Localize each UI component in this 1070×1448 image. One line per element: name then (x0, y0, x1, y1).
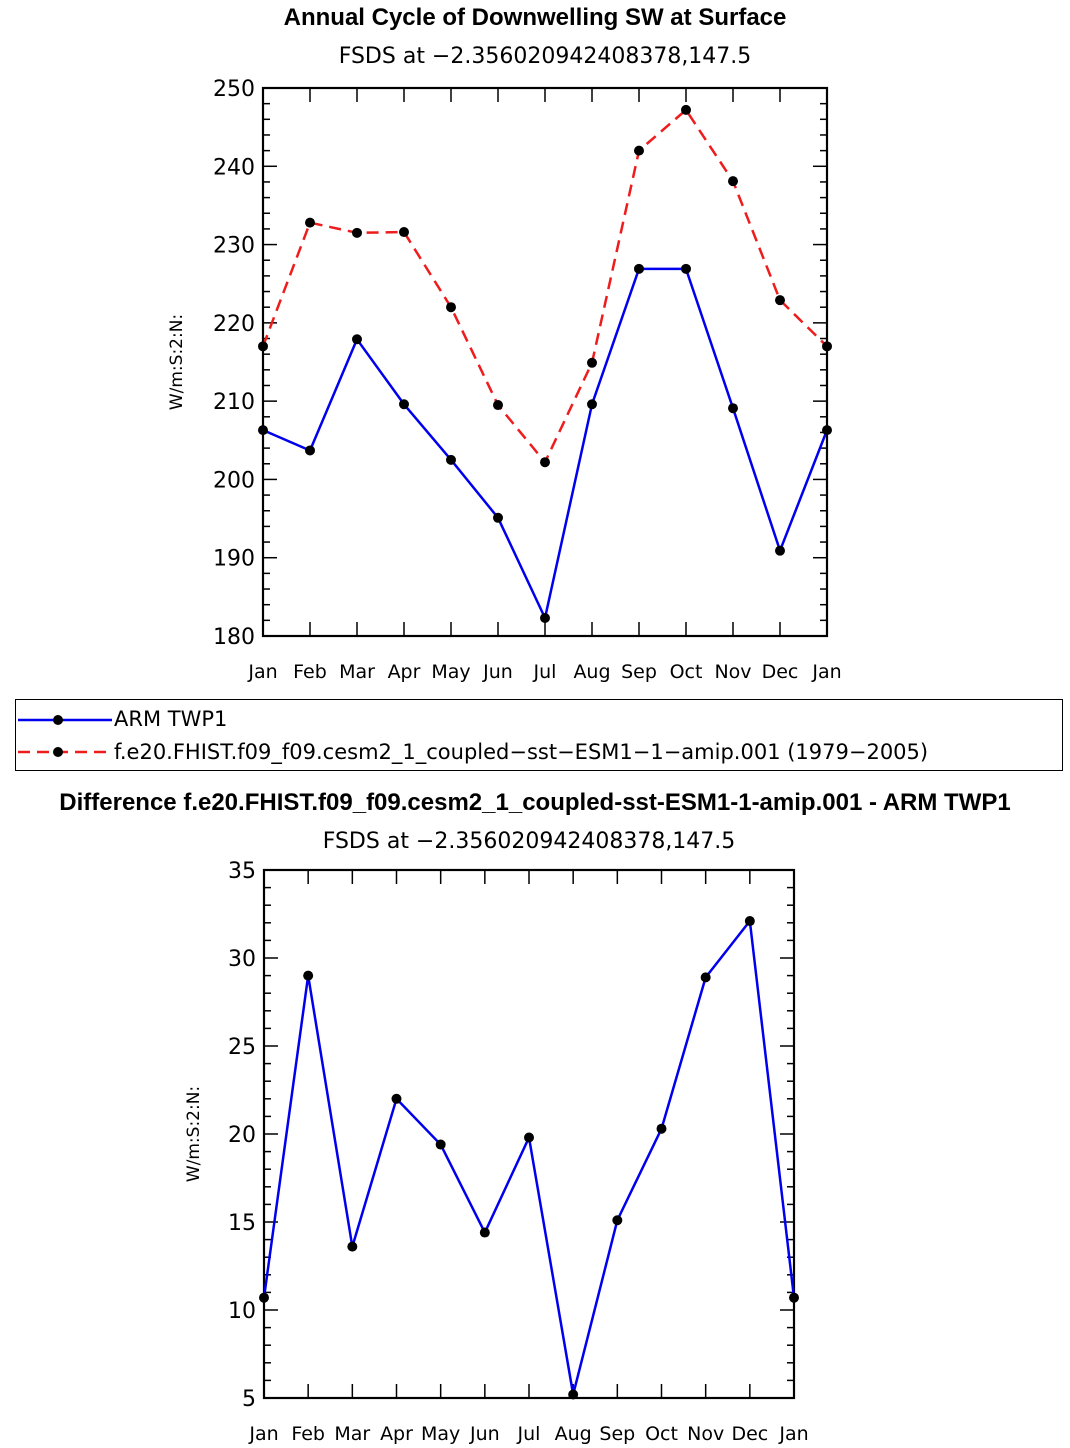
x-tick-label: Apr (380, 1423, 413, 1445)
chart1-subtitle: FSDS at −2.356020942408378,147.5 (338, 44, 752, 69)
legend-entry-arm: ARM TWP1 (16, 702, 227, 736)
data-point-0 (305, 445, 315, 456)
y-tick-label: 220 (213, 312, 255, 337)
data-point-0 (352, 334, 362, 345)
data-point-0 (587, 399, 597, 410)
y-tick-label: 230 (213, 234, 255, 259)
x-tick-label: Mar (334, 1423, 370, 1445)
x-tick-label: Apr (388, 661, 421, 683)
x-tick-label: Mar (339, 661, 375, 683)
series-line-0 (262, 267, 829, 620)
x-tick-label: Aug (573, 661, 610, 683)
y-tick-label: 25 (228, 1035, 256, 1060)
x-tick-label: Nov (687, 1423, 724, 1445)
data-point-1 (399, 227, 409, 238)
x-tick-label: Jan (248, 1423, 278, 1445)
x-tick-label: Sep (599, 1423, 635, 1445)
data-point-0 (775, 545, 785, 556)
x-tick-label: Jan (811, 661, 841, 683)
data-point-1 (352, 227, 362, 238)
y-axis-label: W/m:S:2:N: (167, 314, 187, 410)
data-point-1 (258, 341, 268, 352)
data-point-0 (524, 1132, 534, 1143)
y-tick-label: 30 (228, 947, 256, 972)
data-point-0 (568, 1389, 579, 1400)
chart1-plot: 180 190 200 210 220 230 240 250 Jan Feb Mar Apr May J… (167, 77, 842, 683)
data-point-0 (258, 425, 268, 436)
y-tick-label: 250 (213, 77, 255, 102)
legend-swatch-arm (18, 715, 112, 725)
data-point-0 (700, 972, 711, 983)
data-point-0 (540, 612, 550, 623)
x-tick-label: Oct (670, 661, 703, 683)
series-line-1 (261, 108, 828, 464)
x-tick-label: Feb (293, 661, 327, 683)
x-tick-label: Jun (469, 1423, 500, 1445)
data-point-1 (540, 457, 550, 468)
y-tick-label: 15 (228, 1211, 256, 1236)
y-axis-label: W/m:S:2:N: (184, 1086, 204, 1182)
y-tick-label: 20 (228, 1123, 256, 1148)
chart2-plot: 5 10 15 20 25 30 35 Jan Feb Mar Apr May Jun Jul Aug Sep… (184, 859, 809, 1445)
data-point-0 (399, 399, 409, 410)
chart1-legend: ARM TWP1 f.e20.FHIST.f09_f09.cesm2_1_cou… (15, 699, 1063, 771)
x-tick-label: May (431, 661, 470, 683)
data-point-1 (587, 357, 597, 368)
data-point-0 (259, 1292, 269, 1303)
data-point-0 (634, 263, 644, 274)
legend-label-model: f.e20.FHIST.f09_f09.cesm2_1_coupled−sst−… (114, 740, 929, 764)
data-point-0 (789, 1292, 799, 1303)
data-point-0 (822, 425, 832, 436)
data-point-0 (391, 1093, 402, 1104)
data-point-0 (744, 916, 755, 927)
legend-entry-model: f.e20.FHIST.f09_f09.cesm2_1_coupled−sst−… (16, 735, 928, 769)
chart2-subtitle: FSDS at −2.356020942408378,147.5 (322, 829, 736, 854)
data-point-0 (656, 1123, 667, 1134)
data-point-0 (493, 512, 503, 523)
x-tick-label: Jan (247, 661, 277, 683)
y-tick-label: 200 (213, 468, 255, 493)
data-point-1 (775, 295, 785, 306)
data-point-1 (728, 176, 738, 187)
data-point-0 (728, 403, 738, 414)
x-tick-label: May (421, 1423, 460, 1445)
legend-swatch-model (18, 747, 112, 757)
x-tick-label: Sep (621, 661, 657, 683)
x-tick-label: Nov (714, 661, 751, 683)
series-line-0 (262, 919, 796, 1396)
x-tick-label: Feb (291, 1423, 325, 1445)
data-point-0 (347, 1241, 358, 1252)
data-point-0 (435, 1139, 446, 1150)
data-point-1 (493, 400, 503, 411)
x-tick-label: Aug (555, 1423, 592, 1445)
x-tick-label: Jul (517, 1423, 541, 1445)
y-tick-label: 180 (213, 625, 255, 650)
y-tick-label: 10 (228, 1299, 256, 1324)
y-tick-label: 240 (213, 155, 255, 180)
data-point-0 (681, 263, 691, 274)
legend-label-arm: ARM TWP1 (114, 707, 228, 731)
data-point-1 (822, 341, 832, 352)
x-tick-label: Jan (778, 1423, 808, 1445)
data-point-0 (479, 1227, 490, 1238)
data-point-1 (446, 302, 456, 313)
x-tick-label: Jun (482, 661, 513, 683)
x-tick-label: Dec (731, 1423, 768, 1445)
data-point-1 (634, 145, 644, 156)
data-point-1 (681, 104, 691, 115)
chart2-title: Difference f.e20.FHIST.f09_f09.cesm2_1_c… (59, 789, 1011, 816)
chart1-title: Annual Cycle of Downwelling SW at Surfac… (283, 4, 787, 31)
y-tick-label: 210 (213, 390, 255, 415)
x-tick-label: Dec (762, 661, 799, 683)
x-tick-label: Jul (533, 661, 557, 683)
data-point-0 (612, 1215, 623, 1226)
data-point-1 (305, 217, 315, 228)
data-point-0 (446, 454, 456, 465)
data-point-0 (303, 970, 314, 981)
y-tick-label: 190 (213, 547, 255, 572)
x-tick-label: Oct (645, 1423, 678, 1445)
y-tick-label: 5 (242, 1387, 256, 1412)
y-tick-label: 35 (228, 859, 256, 884)
